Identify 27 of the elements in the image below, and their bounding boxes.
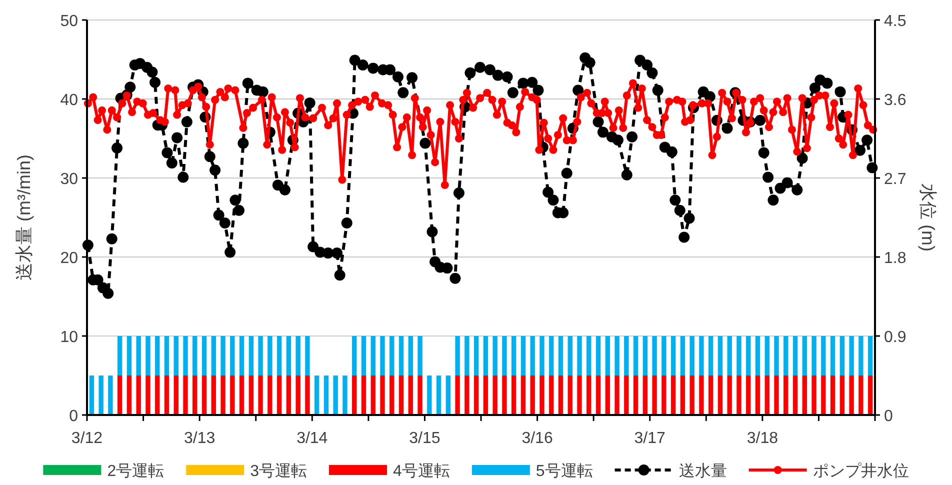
x-tick-label: 3/12 xyxy=(71,430,103,447)
x-tick-label: 3/15 xyxy=(409,430,440,447)
y2-tick-label: 2.7 xyxy=(884,171,906,188)
y-tick-label: 10 xyxy=(60,329,78,346)
x-tick-label: 3/14 xyxy=(296,430,328,447)
y2-tick-label: 0 xyxy=(884,408,893,425)
x-tick-label: 3/16 xyxy=(522,430,553,447)
legend-label: 送水量 xyxy=(678,462,727,480)
legend-label: 5号運転 xyxy=(536,463,593,480)
legend-label: 4号運転 xyxy=(393,463,450,480)
y2-tick-label: 1.8 xyxy=(884,250,906,267)
y-tick-label: 0 xyxy=(69,408,78,425)
x-tick-label: 3/13 xyxy=(184,430,216,447)
y2-tick-label: 0.9 xyxy=(884,329,906,346)
legend-label: 2号運転 xyxy=(107,463,164,480)
y-tick-label: 40 xyxy=(60,92,78,109)
legend-label: ポンプ井水位 xyxy=(812,462,909,480)
y2-tick-label: 4.5 xyxy=(884,13,906,30)
y-tick-label: 50 xyxy=(60,13,78,30)
y2-tick-label: 3.6 xyxy=(884,92,906,109)
y-tick-label: 30 xyxy=(60,171,78,188)
x-tick-label: 3/17 xyxy=(634,430,666,447)
y-tick-label: 20 xyxy=(60,250,78,267)
x-tick-label: 3/18 xyxy=(746,430,778,447)
y-axis-title: 送水量 (m³/min) xyxy=(14,154,34,280)
legend-label: 3号運転 xyxy=(250,463,307,480)
y2-axis-title: 水位 (m) xyxy=(918,184,938,252)
